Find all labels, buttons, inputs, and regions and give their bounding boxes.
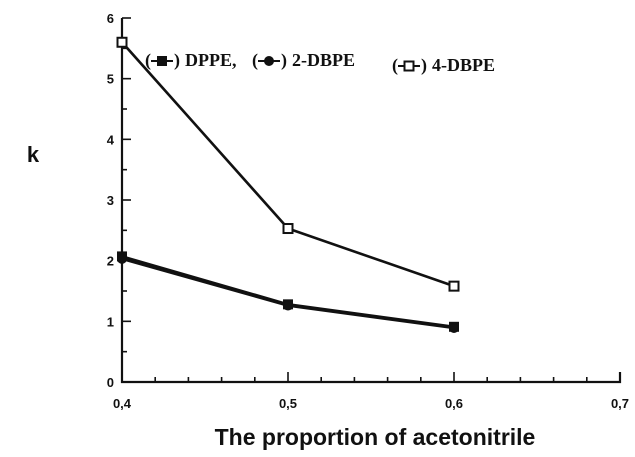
- legend-paren-close: ): [281, 50, 287, 71]
- legend-paren-close: ): [421, 55, 427, 76]
- legend-paren-open: (: [145, 50, 151, 71]
- y-tick-label: 1: [107, 314, 114, 329]
- data-point-2-dbpe: [117, 253, 127, 264]
- data-point-4-dbpe: [116, 36, 128, 48]
- legend-item: () DPPE,: [145, 50, 237, 71]
- y-tick-label: 3: [107, 193, 114, 208]
- series-line-dppe: [121, 255, 455, 329]
- series-4-dbpe: [116, 36, 460, 292]
- series-line-4-dbpe: [121, 41, 455, 288]
- data-point-4-dbpe: [282, 223, 294, 235]
- y-tick-label: 0: [107, 375, 114, 390]
- legend-paren-open: (: [252, 50, 258, 71]
- series-layer: [116, 36, 460, 334]
- legend-label: DPPE,: [185, 50, 237, 70]
- axis-ticks: 0 1 2 3 4 5 6 0,4 0,5 0,6 0,7: [107, 11, 629, 411]
- legend-marker: [264, 56, 274, 66]
- x-axis-title: The proportion of acetonitrile: [215, 424, 536, 450]
- y-tick-label: 4: [107, 132, 115, 147]
- y-tick-label: 5: [107, 72, 114, 87]
- series-2-dbpe: [117, 253, 459, 334]
- y-tick-label: 2: [107, 254, 114, 269]
- series-dppe: [117, 251, 459, 332]
- data-point-4-dbpe: [448, 280, 460, 292]
- legend-marker: [403, 60, 415, 72]
- axes: [120, 18, 622, 384]
- legend-item: () 4-DBPE: [392, 55, 495, 76]
- legend: () DPPE,() 2-DBPE() 4-DBPE: [145, 50, 495, 76]
- x-tick-label: 0,4: [113, 396, 132, 411]
- data-point-2-dbpe: [449, 323, 459, 334]
- axis-frame: [120, 18, 622, 384]
- x-tick-label: 0,5: [279, 396, 297, 411]
- legend-marker: [157, 56, 167, 66]
- y-tick-label: 6: [107, 11, 114, 26]
- legend-item: () 2-DBPE: [252, 50, 355, 71]
- y-axis-title: k: [27, 142, 40, 167]
- x-tick-label: 0,6: [445, 396, 463, 411]
- legend-label: 2-DBPE: [292, 50, 355, 70]
- legend-paren-open: (: [392, 55, 398, 76]
- data-point-2-dbpe: [283, 300, 293, 311]
- legend-paren-close: ): [174, 50, 180, 71]
- x-tick-label: 0,7: [611, 396, 629, 411]
- legend-label: 4-DBPE: [432, 55, 495, 75]
